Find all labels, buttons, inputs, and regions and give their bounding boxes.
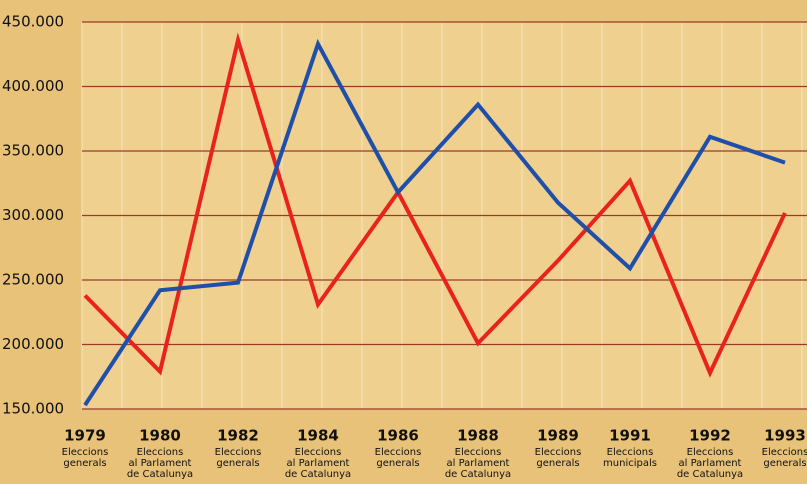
y-tick-label: 400.000 bbox=[2, 77, 64, 95]
x-sublabel: generals bbox=[536, 458, 579, 469]
x-tick-label: 1984 bbox=[297, 427, 339, 445]
x-sublabel: al Parlament bbox=[129, 458, 192, 469]
x-sublabel: Eleccions bbox=[687, 447, 734, 458]
x-sublabel: de Catalunya bbox=[445, 469, 511, 480]
x-sublabel: de Catalunya bbox=[677, 469, 743, 480]
x-tick-label: 1982 bbox=[217, 427, 259, 445]
x-tick-label: 1988 bbox=[457, 427, 499, 445]
x-tick-label: 1991 bbox=[609, 427, 651, 445]
series-line bbox=[83, 32, 787, 378]
y-tick-label: 250.000 bbox=[2, 271, 64, 289]
x-tick-label: 1993 bbox=[764, 427, 806, 445]
x-tick-label: 1979 bbox=[64, 427, 106, 445]
x-tick-label: 1980 bbox=[139, 427, 181, 445]
x-sublabel: generals bbox=[216, 458, 259, 469]
x-sublabel: Eleccions bbox=[455, 447, 502, 458]
x-sublabel: municipals bbox=[603, 458, 657, 469]
x-sublabel: Eleccions bbox=[137, 447, 184, 458]
y-tick-label: 200.000 bbox=[2, 335, 64, 353]
x-sublabel: Eleccions bbox=[535, 447, 582, 458]
x-sublabel: Eleccions bbox=[62, 447, 109, 458]
y-tick-label: 150.000 bbox=[2, 400, 64, 418]
x-tick-label: 1992 bbox=[689, 427, 731, 445]
x-sublabel: generals bbox=[376, 458, 419, 469]
x-tick-label: 1986 bbox=[377, 427, 419, 445]
x-sublabel: generals bbox=[63, 458, 106, 469]
x-sublabel: Eleccions bbox=[607, 447, 654, 458]
x-sublabel: al Parlament bbox=[679, 458, 742, 469]
x-sublabel: Eleccions bbox=[295, 447, 342, 458]
x-sublabel: de Catalunya bbox=[127, 469, 193, 480]
x-sublabel: al Parlament bbox=[287, 458, 350, 469]
y-tick-label: 350.000 bbox=[2, 142, 64, 160]
series-line bbox=[83, 38, 786, 407]
y-tick-label: 300.000 bbox=[2, 206, 64, 224]
x-sublabel: Eleccions bbox=[215, 447, 262, 458]
x-tick-label: 1989 bbox=[537, 427, 579, 445]
x-sublabel: al Parlament bbox=[447, 458, 510, 469]
y-tick-label: 450.000 bbox=[2, 13, 64, 31]
x-sublabel: Eleccions bbox=[762, 447, 807, 458]
x-sublabel: generals bbox=[763, 458, 806, 469]
x-sublabel: de Catalunya bbox=[285, 469, 351, 480]
x-sublabel: Eleccions bbox=[375, 447, 422, 458]
